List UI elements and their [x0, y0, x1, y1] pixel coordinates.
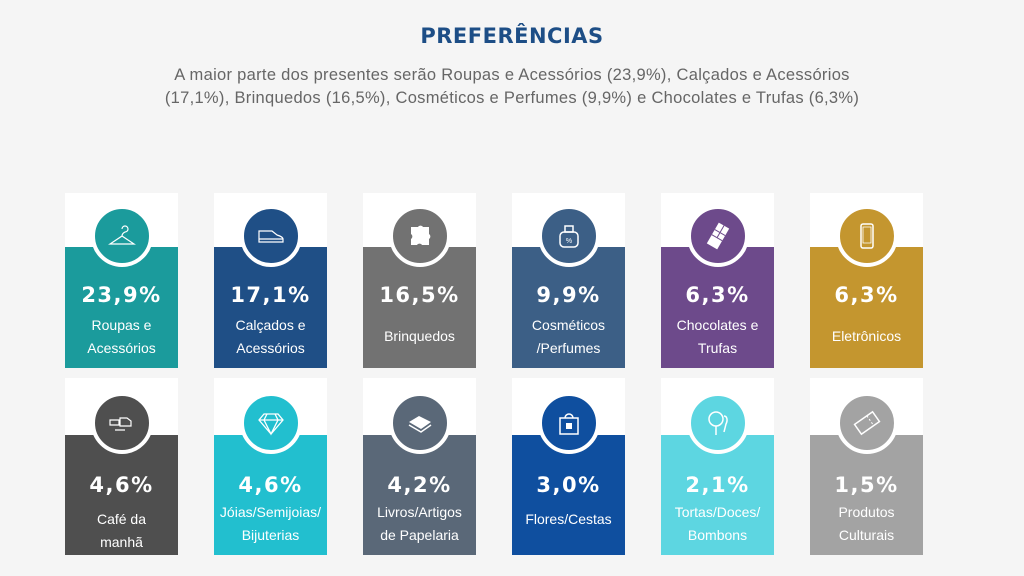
card-band [661, 435, 774, 555]
card-band [65, 435, 178, 555]
puzzle-icon [388, 205, 451, 267]
card-percentage: 2,1% [685, 473, 750, 497]
svg-text:%: % [565, 238, 571, 245]
card-percentage: 1,5% [834, 473, 899, 497]
card-band [512, 435, 625, 555]
preference-card: 16,5% Brinquedos [363, 193, 476, 368]
card-percentage: 3,0% [536, 473, 601, 497]
card-band [214, 435, 327, 555]
preference-card: 6,3% Eletrônicos [810, 193, 923, 368]
card-percentage: 9,9% [536, 283, 601, 307]
books-icon [388, 392, 451, 454]
preference-card: 6,3% Chocolates e Trufas [661, 193, 774, 368]
preference-card: 1,5% Produtos Culturais [810, 378, 923, 555]
card-percentage: 16,5% [379, 283, 460, 307]
card-label: Cosméticos/Perfumes [531, 317, 606, 356]
card-label: Calçados e Acessórios [235, 317, 306, 356]
card-percentage: 17,1% [230, 283, 311, 307]
card-label: Tortas/Doces/Bombons [674, 504, 761, 543]
page-title: PREFERÊNCIAS [420, 24, 604, 48]
card-band [65, 247, 178, 368]
preference-card: 23,9% Roupas e Acessórios [65, 193, 178, 368]
card-percentage: 4,2% [387, 473, 452, 497]
card-percentage: 4,6% [238, 473, 303, 497]
card-band [363, 247, 476, 368]
card-band [661, 247, 774, 368]
card-label: Brinquedos [384, 328, 455, 344]
chocolate-icon [686, 205, 749, 267]
preference-card: 17,1% Calçados e Acessórios [214, 193, 327, 368]
preference-card: 4,6% Jóias/Semijoias/Bijuterias [214, 378, 327, 555]
candy-icon [686, 392, 749, 454]
smartphone-icon [835, 205, 898, 267]
card-band [512, 247, 625, 368]
preference-card: 4,6% Café da manhã [65, 378, 178, 555]
card-percentage: 6,3% [834, 283, 899, 307]
card-label: Chocolates e Trufas [676, 317, 759, 356]
card-band [810, 247, 923, 368]
preference-card: 3,0% Flores/Cestas [512, 378, 625, 555]
card-label: Eletrônicos [831, 328, 902, 344]
card-percentage: 4,6% [89, 473, 154, 497]
card-label: Produtos Culturais [838, 504, 895, 543]
preference-card: 2,1% Tortas/Doces/Bombons [661, 378, 774, 555]
perfume-icon: % [537, 205, 600, 267]
ticket-icon [835, 392, 898, 454]
card-label: Jóias/Semijoias/Bijuterias [219, 504, 322, 543]
card-label: Café da manhã [96, 511, 147, 550]
card-percentage: 23,9% [81, 283, 162, 307]
card-label: Flores/Cestas [525, 511, 612, 527]
card-label: Roupas e Acessórios [87, 317, 156, 356]
card-band [214, 247, 327, 368]
sneaker-icon [239, 205, 302, 267]
preference-card: % 9,9% Cosméticos/Perfumes [512, 193, 625, 368]
gift-bag-icon [537, 392, 600, 454]
preference-card: 4,2% Livros/Artigos de Papelaria [363, 378, 476, 555]
card-percentage: 6,3% [685, 283, 750, 307]
card-band [363, 435, 476, 555]
card-band [810, 435, 923, 555]
page-subtitle: A maior parte dos presentes serão Roupas… [164, 66, 860, 107]
hanger-icon [90, 205, 153, 267]
breakfast-icon [90, 392, 153, 454]
diamond-icon [239, 392, 302, 454]
card-label: Livros/Artigos de Papelaria [377, 504, 462, 543]
